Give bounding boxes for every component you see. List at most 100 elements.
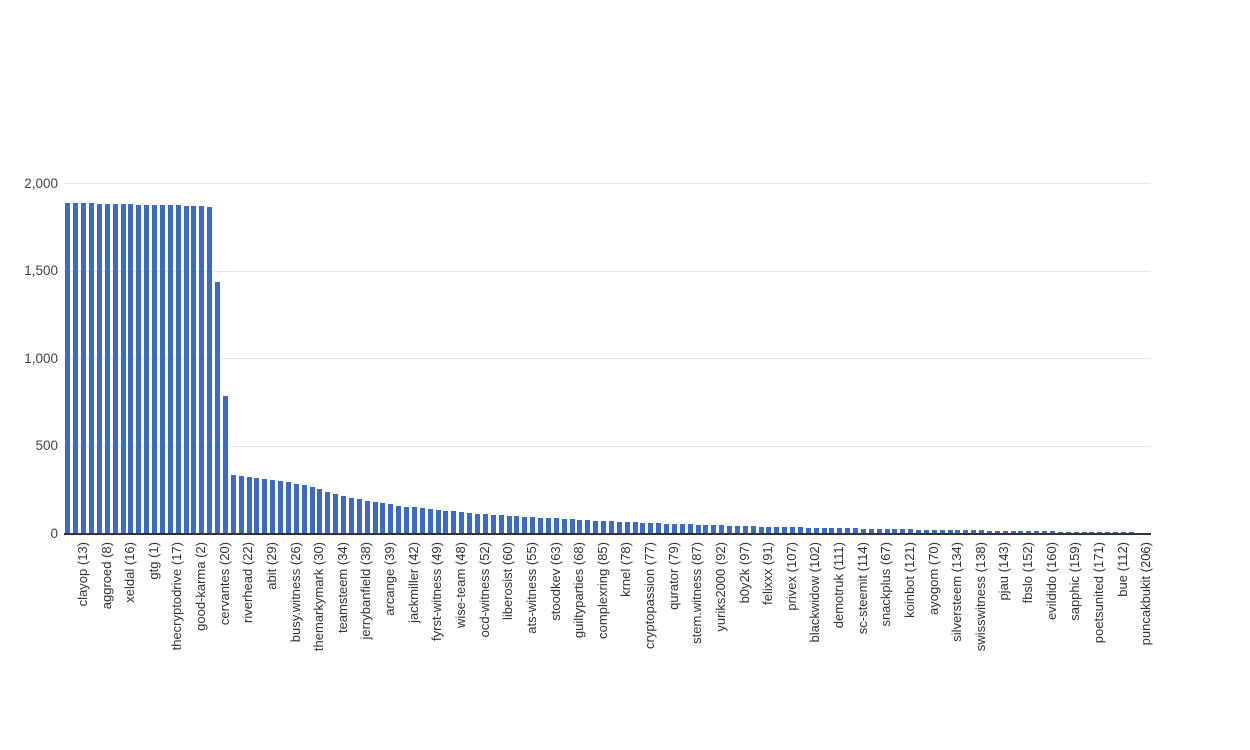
bar[interactable] xyxy=(656,523,662,533)
bar[interactable] xyxy=(939,529,945,533)
bar[interactable] xyxy=(648,523,654,533)
bar[interactable] xyxy=(159,205,165,533)
bar[interactable] xyxy=(451,511,457,533)
bar[interactable] xyxy=(876,528,882,533)
bar[interactable] xyxy=(199,206,205,533)
bar[interactable] xyxy=(333,493,339,533)
bar[interactable] xyxy=(388,504,394,533)
bar[interactable] xyxy=(1073,531,1079,533)
bar[interactable] xyxy=(1081,531,1087,533)
bar[interactable] xyxy=(230,474,236,533)
bar[interactable] xyxy=(664,523,670,533)
bar[interactable] xyxy=(356,499,362,533)
bar[interactable] xyxy=(1105,532,1111,533)
bar[interactable] xyxy=(207,207,213,533)
bar[interactable] xyxy=(1128,532,1134,533)
bar[interactable] xyxy=(1097,532,1103,533)
bar[interactable] xyxy=(750,526,756,533)
bar[interactable] xyxy=(262,479,268,533)
bar[interactable] xyxy=(837,528,843,533)
bar[interactable] xyxy=(506,515,512,533)
bar[interactable] xyxy=(278,481,284,533)
bar[interactable] xyxy=(1057,531,1063,533)
bar[interactable] xyxy=(191,205,197,533)
bar[interactable] xyxy=(853,528,859,533)
bar[interactable] xyxy=(443,510,449,533)
bar[interactable] xyxy=(490,514,496,533)
bar[interactable] xyxy=(860,528,866,533)
bar[interactable] xyxy=(514,516,520,533)
bar[interactable] xyxy=(790,527,796,533)
bar[interactable] xyxy=(348,497,354,533)
bar[interactable] xyxy=(813,527,819,533)
bar[interactable] xyxy=(900,529,906,533)
bar[interactable] xyxy=(601,520,607,533)
bar[interactable] xyxy=(380,503,386,533)
bar[interactable] xyxy=(1120,532,1126,533)
bar[interactable] xyxy=(908,529,914,533)
bar[interactable] xyxy=(309,486,315,533)
bar[interactable] xyxy=(96,203,102,533)
bar[interactable] xyxy=(81,203,87,533)
bar[interactable] xyxy=(868,528,874,533)
bar[interactable] xyxy=(183,205,189,533)
bar[interactable] xyxy=(1018,531,1024,533)
bar[interactable] xyxy=(65,202,71,533)
bar[interactable] xyxy=(1034,531,1040,533)
bar[interactable] xyxy=(821,527,827,533)
bar[interactable] xyxy=(301,485,307,533)
bar[interactable] xyxy=(467,512,473,533)
bar[interactable] xyxy=(679,524,685,533)
bar[interactable] xyxy=(411,507,417,533)
bar[interactable] xyxy=(703,524,709,533)
bar[interactable] xyxy=(1026,531,1032,533)
bar[interactable] xyxy=(1002,530,1008,533)
bar[interactable] xyxy=(947,530,953,533)
bar[interactable] xyxy=(1113,532,1119,533)
bar[interactable] xyxy=(317,488,323,533)
bar[interactable] xyxy=(829,528,835,533)
bar[interactable] xyxy=(719,525,725,533)
bar[interactable] xyxy=(482,514,488,533)
bar[interactable] xyxy=(797,527,803,533)
bar[interactable] xyxy=(734,525,740,533)
bar[interactable] xyxy=(73,203,79,533)
bar[interactable] xyxy=(585,520,591,533)
bar[interactable] xyxy=(152,204,158,533)
bar[interactable] xyxy=(577,519,583,533)
bar[interactable] xyxy=(238,475,244,533)
bar[interactable] xyxy=(616,521,622,533)
bar[interactable] xyxy=(364,500,370,533)
bar[interactable] xyxy=(293,483,299,533)
bar[interactable] xyxy=(994,530,1000,533)
bar[interactable] xyxy=(530,517,536,533)
bar[interactable] xyxy=(1010,530,1016,533)
bar[interactable] xyxy=(979,530,985,533)
bar[interactable] xyxy=(396,505,402,533)
bar[interactable] xyxy=(845,528,851,533)
bar[interactable] xyxy=(695,524,701,533)
bar[interactable] xyxy=(727,525,733,533)
bar[interactable] xyxy=(215,282,221,533)
bar[interactable] xyxy=(963,530,969,533)
bar[interactable] xyxy=(561,519,567,533)
bar[interactable] xyxy=(372,502,378,533)
bar[interactable] xyxy=(971,530,977,533)
bar[interactable] xyxy=(459,512,465,533)
bar[interactable] xyxy=(632,522,638,533)
bar[interactable] xyxy=(270,480,276,533)
bar[interactable] xyxy=(986,530,992,533)
bar[interactable] xyxy=(1042,531,1048,533)
bar[interactable] xyxy=(427,509,433,533)
bar[interactable] xyxy=(884,528,890,533)
bar[interactable] xyxy=(774,526,780,533)
bar[interactable] xyxy=(325,491,331,533)
bar[interactable] xyxy=(782,527,788,533)
bar[interactable] xyxy=(758,526,764,533)
bar[interactable] xyxy=(222,395,228,533)
bar[interactable] xyxy=(624,521,630,533)
bar[interactable] xyxy=(671,523,677,533)
bar[interactable] xyxy=(593,520,599,533)
bar[interactable] xyxy=(955,530,961,533)
bar[interactable] xyxy=(522,516,528,533)
